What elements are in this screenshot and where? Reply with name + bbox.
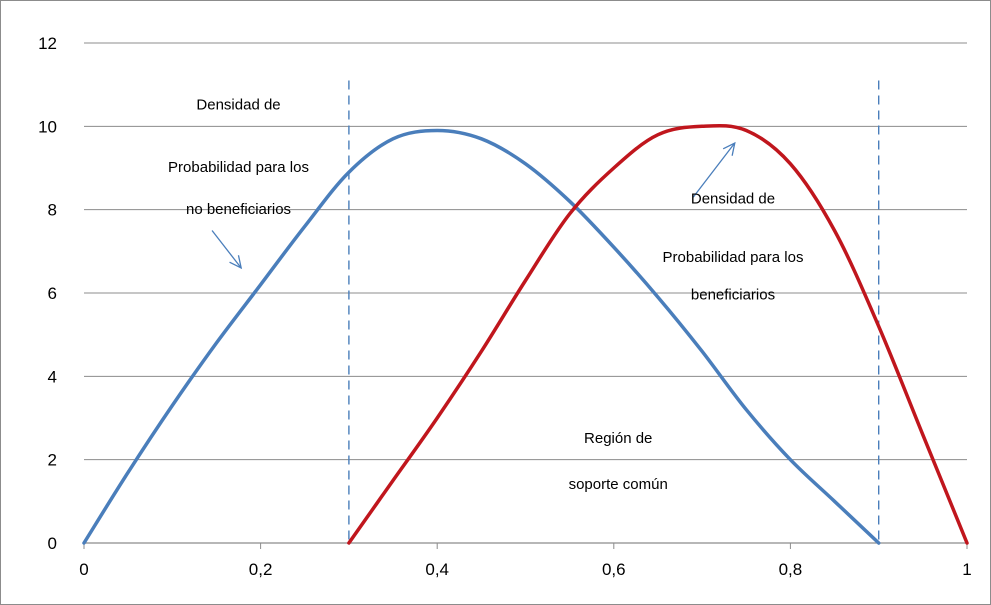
x-tick-label-4: 0,8 bbox=[779, 560, 803, 579]
annotation-1-line-1: Probabilidad para los bbox=[663, 249, 804, 266]
x-tick-label-5: 1 bbox=[962, 560, 971, 579]
annotation-arrows bbox=[211, 141, 736, 270]
annotations: Densidad de Probabilidad para los no benef… bbox=[168, 97, 803, 493]
vertical-lines bbox=[348, 80, 880, 543]
x-tick-label-0: 0 bbox=[79, 560, 88, 579]
axes bbox=[83, 542, 968, 549]
x-tick-label-1: 0,2 bbox=[249, 560, 273, 579]
annotation-arrow-0 bbox=[211, 230, 243, 270]
x-tick-label-2: 0,4 bbox=[425, 560, 449, 579]
y-tick-label-1: 2 bbox=[48, 451, 57, 470]
y-tick-label-5: 10 bbox=[38, 117, 57, 136]
annotation-1-line-2: beneficiarios bbox=[691, 286, 775, 303]
y-tick-label-6: 12 bbox=[38, 34, 57, 53]
series-line-0 bbox=[82, 128, 881, 545]
series-line-1 bbox=[347, 123, 969, 545]
y-tick-label-2: 4 bbox=[48, 367, 57, 386]
annotation-0-line-0: Densidad de bbox=[196, 97, 280, 114]
annotation-0-line-2: no beneficiarios bbox=[186, 201, 291, 218]
gridlines bbox=[84, 42, 967, 461]
annotation-0-line-1: Probabilidad para los bbox=[168, 159, 309, 176]
annotation-2-line-1: soporte común bbox=[569, 476, 668, 493]
y-tick-label-0: 0 bbox=[48, 534, 57, 553]
annotation-2-line-0: Región de bbox=[584, 430, 652, 447]
x-tick-label-3: 0,6 bbox=[602, 560, 626, 579]
y-tick-label-3: 6 bbox=[48, 284, 57, 303]
tick-labels: 0 2 4 6 8 10 12 0 0,2 0,4 0,6 0,8 1 bbox=[38, 34, 972, 579]
series-lines bbox=[82, 123, 969, 545]
annotation-1-line-0: Densidad de bbox=[691, 190, 775, 207]
y-tick-label-4: 8 bbox=[48, 201, 57, 220]
annotation-arrow-1 bbox=[692, 141, 736, 198]
